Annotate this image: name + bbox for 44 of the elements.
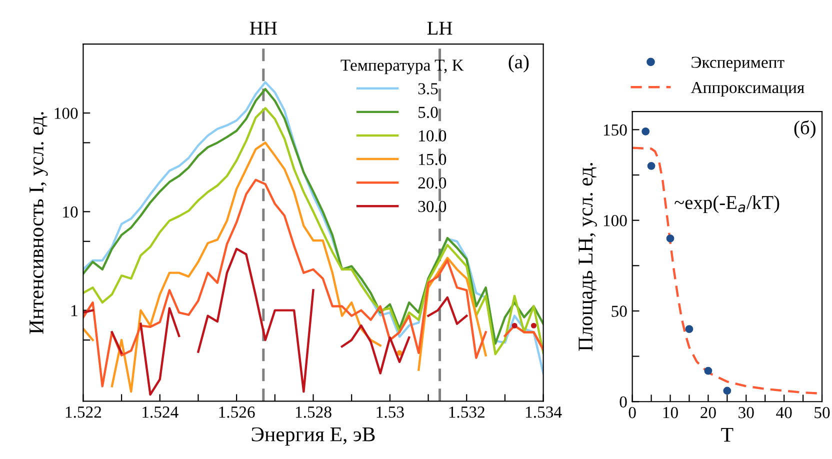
y-tick-label: 50 [612, 306, 627, 317]
x-axis-title: T [721, 428, 734, 442]
x-tick-label: 1.526 [219, 406, 255, 418]
y-axis-title: Площадь LH, усл. ед. [578, 163, 597, 351]
x-tick-label: 1.522 [66, 406, 102, 418]
x-tick-label: 1.534 [526, 406, 562, 418]
point [723, 386, 732, 395]
x-tick-label: 1.532 [449, 406, 484, 418]
x-tick-label: 1.528 [296, 406, 332, 418]
point [642, 128, 650, 136]
x-tick-label: 0 [628, 406, 636, 418]
point [704, 366, 712, 375]
annotation: ~exp(-E$_{a}$/kT) [674, 195, 780, 214]
legend-label: Аппроксимация [690, 82, 804, 97]
x-tick-label: 1.524 [142, 406, 178, 418]
legend-label: 10.0 [419, 130, 446, 142]
legend-label: 3.5 [418, 83, 438, 94]
legend-label: 30.0 [418, 200, 446, 212]
y-axis-title: Интенсивность I, усл. ед. [30, 112, 48, 334]
ref-line-label: LH [427, 22, 452, 35]
annotation: (б) [794, 120, 816, 138]
legend-label: Эксперимепт [692, 56, 784, 72]
y-tick-label: 100 [604, 215, 627, 226]
y-tick-label: 0 [620, 396, 627, 408]
legend-title: Температура T, K [340, 60, 464, 74]
x-tick-label: 20 [700, 406, 716, 418]
x-axis-title: Энергия E, эВ [252, 427, 375, 446]
point [685, 325, 694, 334]
x-tick-label: 1.53 [376, 406, 404, 418]
point [647, 162, 656, 170]
legend-label: 15.0 [419, 154, 446, 166]
x-tick-label: 40 [776, 406, 792, 418]
y-tick-label: 10 [63, 206, 78, 218]
x-tick-label: 30 [738, 406, 754, 418]
y-tick-label: 100 [54, 108, 78, 119]
point [666, 234, 674, 242]
y-tick-label: 1 [71, 305, 78, 316]
ref-line-label: HH [250, 22, 277, 35]
x-tick-label: 10 [663, 406, 678, 418]
legend-label: 5.0 [418, 106, 438, 118]
annotation: (a) [508, 54, 529, 72]
x-tick-label: 50 [814, 406, 830, 418]
legend-label: 20.0 [418, 177, 446, 189]
y-tick-label: 150 [604, 124, 627, 136]
